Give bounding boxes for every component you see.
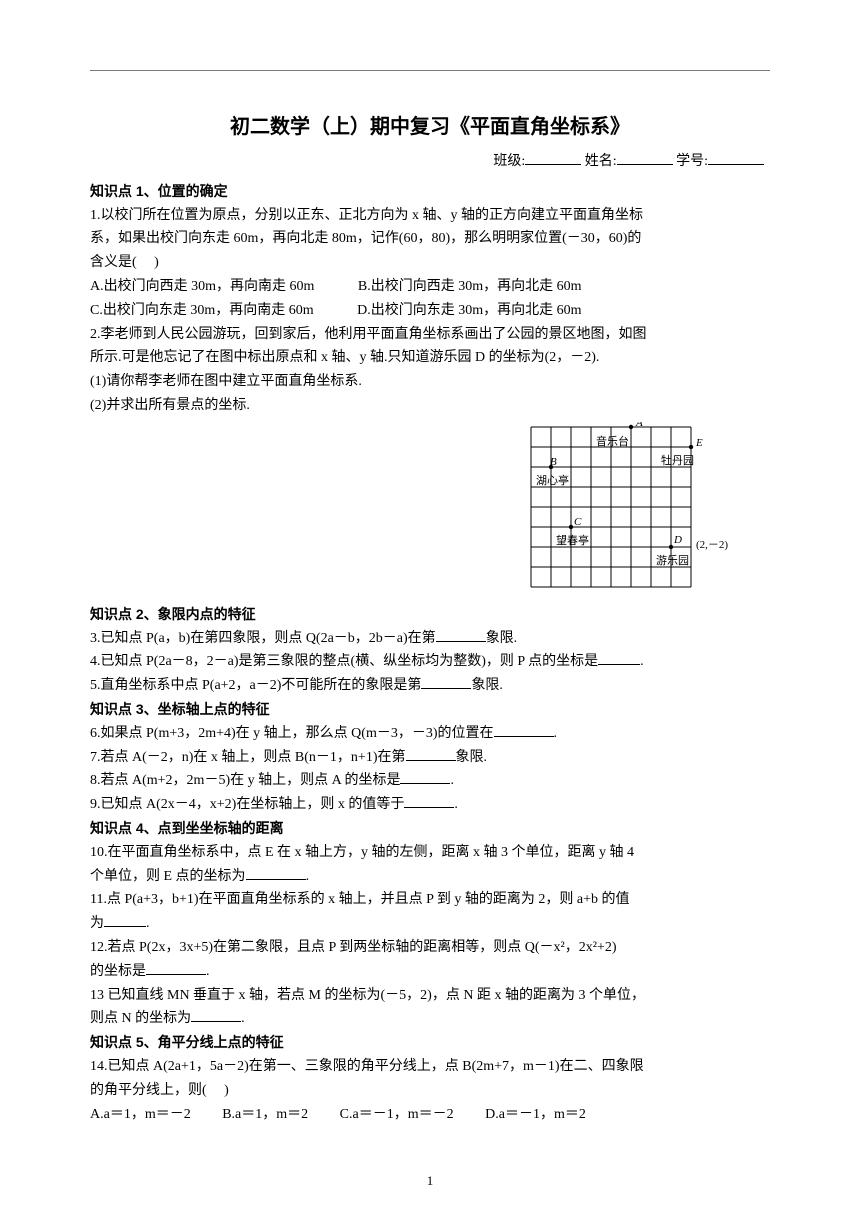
q13-line2: 则点 N 的坐标为.	[90, 1007, 770, 1031]
q14-options: A.a＝1，m＝－2 B.a＝1，m＝2 C.a＝－1，m＝－2 D.a＝－1，…	[90, 1103, 770, 1127]
student-info-line: 班级: 姓名: 学号:	[90, 150, 770, 174]
q13-blank[interactable]	[191, 1008, 241, 1022]
q4-after: .	[640, 654, 644, 669]
label-D: D	[673, 534, 682, 546]
doc-title: 初二数学（上）期中复习《平面直角坐标系》	[90, 110, 770, 144]
q14-optB[interactable]: B.a＝1，m＝2	[222, 1107, 308, 1122]
q2-line3: (1)请你帮李老师在图中建立平面直角坐标系.	[90, 370, 770, 394]
q5-blank[interactable]	[421, 675, 471, 689]
q7-text: 7.若点 A(－2，n)在 x 轴上，则点 B(n－1，n+1)在第	[90, 750, 406, 765]
q12-after: .	[206, 964, 210, 979]
q10-blank[interactable]	[246, 865, 306, 879]
figure-wrap: A E B C D 音乐台 牡丹园 湖心亭 望春亭 游乐园 (2,－2)	[90, 422, 770, 597]
q6-text: 6.如果点 P(m+3，2m+4)在 y 轴上，那么点 Q(m－3，－3)的位置…	[90, 726, 494, 741]
section-2-head: 知识点 2、象限内点的特征	[90, 603, 770, 627]
label-yinyuetai: 音乐台	[596, 434, 629, 448]
top-rule	[90, 70, 770, 71]
q12-line1: 12.若点 P(2x，3x+5)在第二象限，且点 P 到两坐标轴的距离相等，则点…	[90, 936, 770, 960]
label-huxinting: 湖心亭	[536, 473, 569, 487]
q9: 9.已知点 A(2x－4，x+2)在坐标轴上，则 x 的值等于.	[90, 793, 770, 817]
q14-optD[interactable]: D.a＝－1，m＝2	[485, 1107, 586, 1122]
q6: 6.如果点 P(m+3，2m+4)在 y 轴上，那么点 Q(m－3，－3)的位置…	[90, 722, 770, 746]
q3-blank[interactable]	[436, 627, 486, 641]
name-blank[interactable]	[617, 150, 673, 165]
class-blank[interactable]	[525, 150, 581, 165]
q1-line2: 系，如果出校门向东走 60m，再向北走 80m，记作(60，80)，那么明明家位…	[90, 227, 770, 251]
q14-optC[interactable]: C.a＝－1，m＝－2	[340, 1107, 454, 1122]
q1-optB[interactable]: B.出校门向西走 30m，再向北走 60m	[358, 279, 582, 294]
label-E: E	[695, 437, 703, 449]
name-label: 姓名:	[585, 154, 617, 169]
q9-after: .	[454, 797, 458, 812]
section-1-head: 知识点 1、位置的确定	[90, 180, 770, 204]
q10-line1: 10.在平面直角坐标系中，点 E 在 x 轴上方，y 轴的左侧，距离 x 轴 3…	[90, 841, 770, 865]
park-map-figure: A E B C D 音乐台 牡丹园 湖心亭 望春亭 游乐园 (2,－2)	[526, 422, 756, 594]
q1-optC[interactable]: C.出校门向东走 30m，再向南走 60m	[90, 303, 314, 318]
label-wangchunting: 望春亭	[556, 533, 589, 547]
q6-after: .	[554, 726, 558, 741]
page-number: 1	[0, 1170, 860, 1192]
q10-after: .	[306, 869, 310, 884]
q11-blank[interactable]	[104, 913, 146, 927]
q7-blank[interactable]	[406, 746, 456, 760]
page: 初二数学（上）期中复习《平面直角坐标系》 班级: 姓名: 学号: 知识点 1、位…	[0, 0, 860, 1216]
q3-after: 象限.	[486, 631, 518, 646]
q11-text2: 为	[90, 916, 104, 931]
q5-after: 象限.	[471, 678, 503, 693]
section-5-head: 知识点 5、角平分线上点的特征	[90, 1031, 770, 1055]
q14-line2: 的角平分线上，则( )	[90, 1079, 770, 1103]
label-A: A	[635, 422, 643, 429]
q5-text: 5.直角坐标系中点 P(a+2，a－2)不可能所在的象限是第	[90, 678, 421, 693]
q7-after: 象限.	[456, 750, 488, 765]
label-mudanyuan: 牡丹园	[661, 453, 694, 467]
q13-text2: 则点 N 的坐标为	[90, 1011, 191, 1026]
section-3-head: 知识点 3、坐标轴上点的特征	[90, 698, 770, 722]
q12-text2: 的坐标是	[90, 964, 146, 979]
label-B: B	[550, 456, 557, 468]
q7: 7.若点 A(－2，n)在 x 轴上，则点 B(n－1，n+1)在第 象限.	[90, 746, 770, 770]
q10-line2: 个单位，则 E 点的坐标为.	[90, 865, 770, 889]
q1-line1: 1.以校门所在位置为原点，分别以正东、正北方向为 x 轴、y 轴的正方向建立平面…	[90, 204, 770, 228]
q8: 8.若点 A(m+2，2m－5)在 y 轴上，则点 A 的坐标是.	[90, 769, 770, 793]
q11-after: .	[146, 916, 150, 931]
q11-line1: 11.点 P(a+3，b+1)在平面直角坐标系的 x 轴上，并且点 P 到 y …	[90, 888, 770, 912]
q3: 3.已知点 P(a，b)在第四象限，则点 Q(2a－b，2b－a)在第 象限.	[90, 627, 770, 651]
q5: 5.直角坐标系中点 P(a+2，a－2)不可能所在的象限是第 象限.	[90, 674, 770, 698]
q10-text2: 个单位，则 E 点的坐标为	[90, 869, 246, 884]
q3-text: 3.已知点 P(a，b)在第四象限，则点 Q(2a－b，2b－a)在第	[90, 631, 436, 646]
q11-line2: 为.	[90, 912, 770, 936]
q12-line2: 的坐标是.	[90, 960, 770, 984]
id-blank[interactable]	[708, 150, 764, 165]
q8-blank[interactable]	[400, 770, 450, 784]
q14-line1: 14.已知点 A(2a+1，5a－2)在第一、三象限的角平分线上，点 B(2m+…	[90, 1055, 770, 1079]
q1-optA[interactable]: A.出校门向西走 30m，再向南走 60m	[90, 279, 314, 294]
label-d-coord: (2,－2)	[696, 539, 728, 551]
q9-text: 9.已知点 A(2x－4，x+2)在坐标轴上，则 x 的值等于	[90, 797, 404, 812]
q4-text: 4.已知点 P(2a－8，2－a)是第三象限的整点(横、纵坐标均为整数)，则 P…	[90, 654, 598, 669]
class-label: 班级:	[493, 154, 525, 169]
label-C: C	[574, 516, 582, 528]
q1-options-row2: C.出校门向东走 30m，再向南走 60m D.出校门向东走 30m，再向北走 …	[90, 299, 770, 323]
q1-optD[interactable]: D.出校门向东走 30m，再向北走 60m	[357, 303, 581, 318]
q1-options-row1: A.出校门向西走 30m，再向南走 60m B.出校门向西走 30m，再向北走 …	[90, 275, 770, 299]
q9-blank[interactable]	[404, 794, 454, 808]
q13-line1: 13 已知直线 MN 垂直于 x 轴，若点 M 的坐标为(－5，2)，点 N 距…	[90, 984, 770, 1008]
q8-after: .	[450, 773, 454, 788]
id-label: 学号:	[676, 154, 708, 169]
q1-line3: 含义是( )	[90, 251, 770, 275]
q4: 4.已知点 P(2a－8，2－a)是第三象限的整点(横、纵坐标均为整数)，则 P…	[90, 650, 770, 674]
q8-text: 8.若点 A(m+2，2m－5)在 y 轴上，则点 A 的坐标是	[90, 773, 400, 788]
q4-blank[interactable]	[598, 651, 640, 665]
q12-blank[interactable]	[146, 960, 206, 974]
q14-optA[interactable]: A.a＝1，m＝－2	[90, 1107, 191, 1122]
q6-blank[interactable]	[494, 722, 554, 736]
q2-line1: 2.李老师到人民公园游玩，回到家后，他利用平面直角坐标系画出了公园的景区地图，如…	[90, 323, 770, 347]
q13-after: .	[241, 1011, 245, 1026]
section-4-head: 知识点 4、点到坐坐标轴的距离	[90, 817, 770, 841]
label-youleyuan: 游乐园	[656, 554, 689, 567]
q2-line4: (2)并求出所有景点的坐标.	[90, 394, 770, 418]
q2-line2: 所示.可是他忘记了在图中标出原点和 x 轴、y 轴.只知道游乐园 D 的坐标为(…	[90, 346, 770, 370]
